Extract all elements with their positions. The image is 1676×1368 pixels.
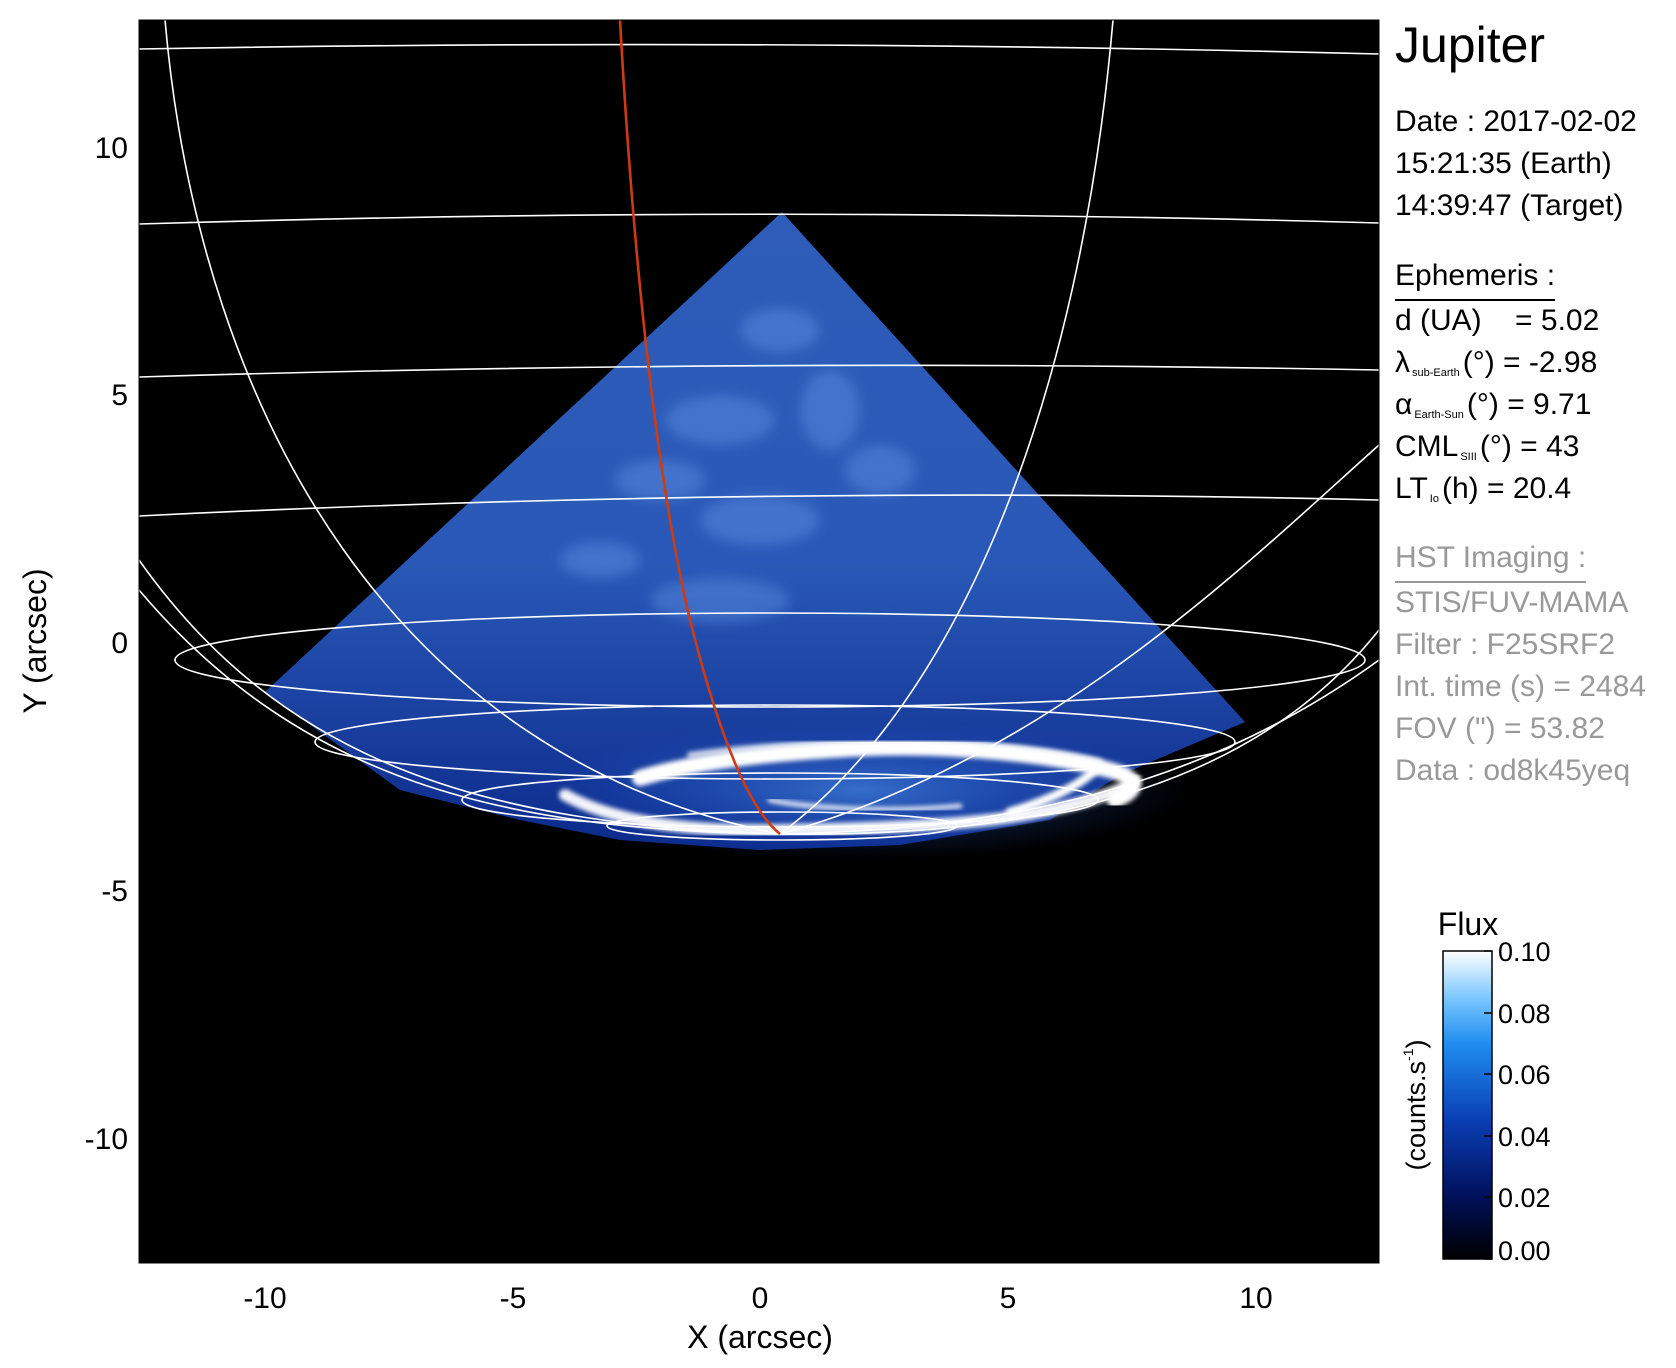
latitude-line [174, 612, 1366, 708]
colorbar-tick-label: 0.10 [1498, 937, 1551, 967]
ephemeris-heading: Ephemeris : [1395, 255, 1556, 301]
colorbar-tick-label: 0.08 [1498, 999, 1551, 1029]
longitude-line [779, 20, 1114, 835]
planet-grid [139, 20, 1379, 841]
obs-earth-time: 15:21:35 (Earth) [1395, 147, 1612, 180]
x-axis-title: X (arcsec) [687, 1319, 833, 1355]
y-axis-title: Y (arcsec) [17, 568, 53, 713]
hst-filter: Filter : F25SRF2 [1395, 628, 1616, 661]
y-axis: 10 5 0 -5 -10 Y (arcsec) [17, 132, 128, 1156]
ephemeris-io-local-time: LT Io (h) = 20.4 [1395, 472, 1572, 505]
hst-fov: FOV (") = 53.82 [1395, 712, 1605, 745]
colorbar-units: (counts.s-1) [1400, 1040, 1431, 1171]
y-tick-label: -5 [101, 875, 128, 908]
obs-date: Date : 2017-02-02 [1395, 105, 1637, 138]
y-tick-label: -10 [85, 1123, 128, 1156]
colorbar-gradient [1442, 950, 1493, 1260]
planet-title: Jupiter [1395, 17, 1546, 73]
y-tick-label: 0 [111, 627, 128, 660]
ephemeris-distance: d (UA) = 5.02 [1395, 304, 1600, 337]
latitude-line [461, 772, 1099, 828]
colorbar-tick-label: 0.00 [1498, 1236, 1551, 1266]
x-tick-label: 5 [1000, 1282, 1017, 1315]
limb-line [779, 659, 1379, 835]
colorbar-tick-label: 0.02 [1498, 1183, 1551, 1213]
x-tick-label: 0 [752, 1282, 769, 1315]
latitude-line [139, 364, 1379, 378]
hst-instrument: STIS/FUV-MAMA [1395, 586, 1629, 619]
latitude-line [314, 704, 1236, 780]
ephemeris-cml: CML SIII (°) = 43 [1395, 430, 1580, 463]
latitude-line [606, 811, 958, 841]
x-tick-label: -10 [243, 1282, 286, 1315]
hst-data-id: Data : od8k45yeq [1395, 754, 1631, 787]
latitude-line [139, 43, 1379, 55]
colorbar: Flux 0.10 0.08 0.06 0.04 0.02 0.00 (coun… [1400, 906, 1551, 1266]
auroral-oval [559, 739, 1142, 837]
longitude-line [779, 444, 1379, 835]
x-tick-label: -5 [500, 1282, 527, 1315]
wedge-texture [560, 308, 915, 622]
hst-heading: HST Imaging : [1395, 537, 1587, 583]
hst-integration-time: Int. time (s) = 2484 [1395, 670, 1646, 703]
ephemeris-sub-earth-latitude: λ sub-Earth (°) = -2.98 [1395, 346, 1598, 379]
latitude-line [139, 494, 1379, 517]
plot-frame [138, 19, 1380, 1264]
colorbar-tick-label: 0.04 [1498, 1122, 1551, 1152]
x-tick-label: 10 [1239, 1282, 1272, 1315]
x-axis: -10 -5 0 5 10 X (arcsec) [243, 1282, 1272, 1355]
colorbar-title: Flux [1438, 906, 1498, 942]
colorbar-tick-label: 0.06 [1498, 1060, 1551, 1090]
ephemeris-phase-angle: α Earth-Sun (°) = 9.71 [1395, 388, 1592, 421]
y-tick-label: 10 [95, 132, 128, 165]
limb-line [139, 559, 781, 835]
central-meridian-line [618, 20, 781, 836]
latitude-line [139, 213, 1379, 225]
y-tick-label: 5 [111, 379, 128, 412]
obs-target-time: 14:39:47 (Target) [1395, 189, 1624, 222]
longitude-line [164, 20, 781, 835]
